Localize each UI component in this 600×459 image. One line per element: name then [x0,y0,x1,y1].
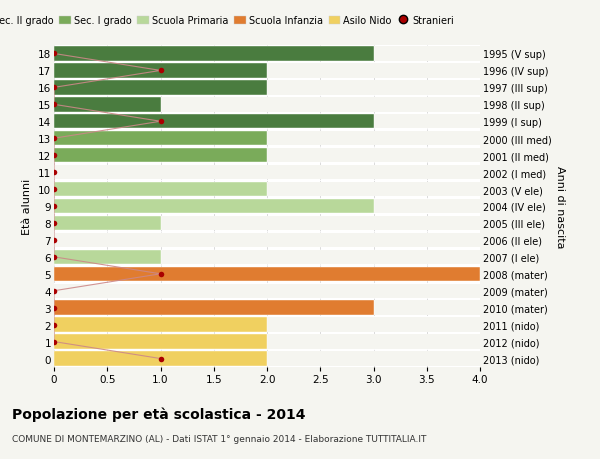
Bar [54,98,480,112]
Bar [54,47,480,62]
Bar [54,81,480,95]
Bar [54,352,267,366]
Text: COMUNE DI MONTEMARZINO (AL) - Dati ISTAT 1° gennaio 2014 - Elaborazione TUTTITAL: COMUNE DI MONTEMARZINO (AL) - Dati ISTAT… [12,434,427,443]
Bar [54,98,161,112]
Bar [54,182,267,197]
Bar [54,216,161,230]
Bar [54,233,480,247]
Bar [54,149,480,163]
Bar [54,250,161,264]
Bar [54,250,480,264]
Bar [54,199,373,214]
Bar [54,47,373,62]
Bar [54,335,480,349]
Bar [54,115,373,129]
Bar [54,132,267,146]
Bar [54,318,267,332]
Bar [54,216,480,230]
Bar [54,115,480,129]
Y-axis label: Età alunni: Età alunni [22,179,32,235]
Bar [54,267,480,281]
Bar [54,284,480,298]
Bar [54,64,480,78]
Bar [54,64,267,78]
Bar [54,301,480,315]
Bar [54,267,480,281]
Text: Popolazione per età scolastica - 2014: Popolazione per età scolastica - 2014 [12,406,305,421]
Bar [54,149,267,163]
Bar [54,182,480,197]
Bar [54,301,373,315]
Bar [54,132,480,146]
Y-axis label: Anni di nascita: Anni di nascita [556,165,565,248]
Bar [54,81,267,95]
Legend: Sec. II grado, Sec. I grado, Scuola Primaria, Scuola Infanzia, Asilo Nido, Stran: Sec. II grado, Sec. I grado, Scuola Prim… [0,12,458,30]
Bar [54,335,267,349]
Bar [54,318,480,332]
Bar [54,199,480,214]
Bar [54,352,480,366]
Bar [54,166,480,180]
